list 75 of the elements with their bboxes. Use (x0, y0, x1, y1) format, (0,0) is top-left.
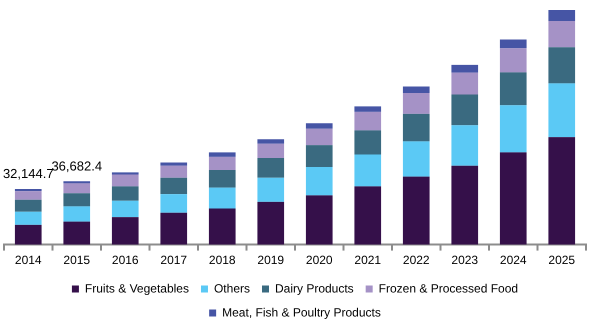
bar (451, 64, 478, 73)
bar (208, 208, 236, 245)
bar (500, 40, 527, 48)
x-tick-label: 2017 (160, 253, 188, 268)
x-tick-label: 2015 (63, 253, 90, 268)
bar (548, 21, 576, 48)
bar (112, 174, 139, 186)
annotation: 36,682.4 (51, 158, 102, 174)
bar (500, 105, 527, 152)
bar (63, 193, 90, 206)
bar (306, 145, 333, 167)
legend-label: Meat, Fish & Poultry Products (222, 305, 381, 320)
bar (306, 195, 333, 245)
bar (160, 162, 188, 166)
x-tick-label: 2020 (306, 253, 333, 268)
x-tick-label: 2024 (500, 253, 527, 268)
bar (451, 166, 478, 245)
bar (402, 176, 430, 245)
bar (500, 72, 527, 106)
bar (63, 222, 90, 245)
bar (63, 206, 90, 222)
bar (548, 83, 576, 138)
bar (306, 166, 333, 196)
x-tick-label: 2016 (112, 253, 139, 268)
bar (306, 123, 333, 129)
x-tick-label: 2025 (548, 253, 576, 268)
bar (354, 154, 382, 186)
bar (160, 166, 188, 178)
x-tick-label: 2021 (354, 253, 382, 268)
bar (257, 202, 284, 245)
bar (402, 93, 430, 114)
bar (14, 212, 42, 225)
bar (548, 137, 576, 245)
bar (160, 212, 188, 245)
legend-label: Frozen & Processed Food (378, 281, 518, 296)
bar (354, 112, 382, 130)
bar (402, 86, 430, 94)
bar (112, 186, 139, 201)
bar (548, 47, 576, 84)
bar (14, 191, 42, 200)
bar (451, 125, 478, 166)
bar (354, 186, 382, 245)
bar (208, 170, 236, 188)
annotation: 32,144.7 (2, 166, 54, 182)
x-tick-label: 2023 (451, 253, 478, 268)
bar (451, 72, 478, 94)
x-tick-label: 2018 (208, 253, 236, 268)
bar (548, 10, 576, 22)
bar (500, 48, 527, 72)
legend-label: Dairy Products (274, 281, 354, 296)
bar (63, 183, 90, 194)
bar (257, 178, 284, 202)
bar (354, 106, 382, 112)
bar (402, 114, 430, 142)
legend-label: Fruits & Vegetables (84, 281, 189, 296)
bar (208, 156, 236, 170)
bar (14, 224, 42, 245)
x-tick-label: 2019 (257, 253, 284, 268)
bar (160, 194, 188, 213)
bar (402, 141, 430, 177)
bar (160, 178, 188, 194)
bar (257, 144, 284, 158)
bar (354, 130, 382, 155)
legend-label: Others (214, 281, 250, 296)
bar (306, 128, 333, 146)
bar (14, 200, 42, 212)
bar (208, 188, 236, 208)
x-tick-label: 2014 (14, 253, 42, 268)
bar (257, 158, 284, 178)
bar (451, 94, 478, 126)
bar (112, 200, 139, 218)
bar (112, 217, 139, 245)
bar (500, 152, 527, 245)
bar (208, 152, 236, 157)
x-tick-label: 2022 (402, 253, 430, 268)
